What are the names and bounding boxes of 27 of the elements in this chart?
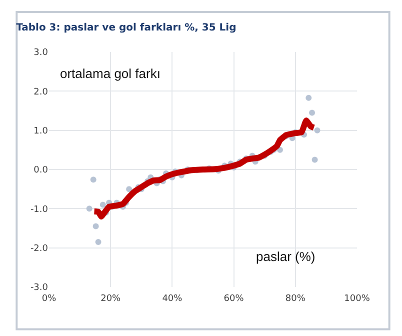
point xyxy=(312,156,318,163)
chart-title: Tablo 3: paslar ve gol farkları %, 35 Lig xyxy=(16,22,236,34)
x-tick-label: 80% xyxy=(285,294,306,304)
y-axis-title: ortalama gol farkı xyxy=(60,66,160,81)
point xyxy=(86,206,92,212)
y-tick-label: 3.0 xyxy=(34,48,48,58)
point xyxy=(100,202,106,208)
y-tick-label: -1.0 xyxy=(30,204,48,215)
point xyxy=(90,176,96,183)
point xyxy=(277,146,283,153)
x-tick-label: 100% xyxy=(344,294,370,304)
y-tick-label: 1.0 xyxy=(34,126,48,136)
x-axis-title: paslar (%) xyxy=(256,249,316,264)
point xyxy=(306,94,312,101)
x-tick-label: 20% xyxy=(100,294,122,304)
x-tick-label: 40% xyxy=(162,294,183,304)
x-tick-label: 0% xyxy=(42,294,57,304)
point xyxy=(314,127,320,134)
point xyxy=(309,110,316,116)
y-tick-label: 2.0 xyxy=(34,87,48,98)
point xyxy=(95,238,102,245)
x-tick-label: 60% xyxy=(224,294,244,304)
point xyxy=(126,186,132,192)
point xyxy=(92,223,99,230)
y-tick-label: 0.0 xyxy=(34,166,48,176)
y-tick-label: -2.0 xyxy=(30,244,48,254)
y-tick-label: -3.0 xyxy=(30,283,48,294)
